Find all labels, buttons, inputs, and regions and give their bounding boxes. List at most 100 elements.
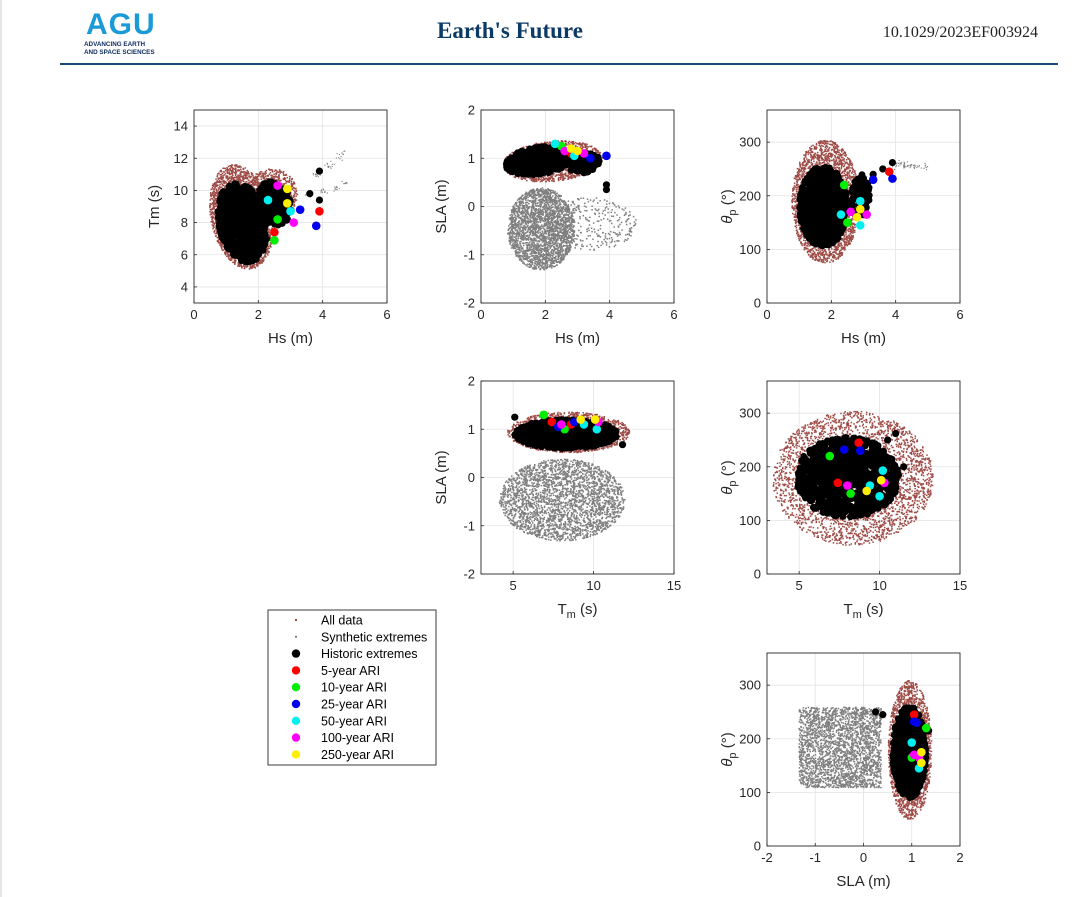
ari-points — [907, 710, 931, 773]
ari-point-5yr — [547, 417, 557, 427]
ari-point-10yr — [273, 215, 282, 224]
historic-extreme-point — [879, 711, 887, 719]
y-axis-label: θp (°) — [719, 189, 739, 223]
point-clouds — [791, 139, 929, 264]
panel-tm_theta: 5 10 15 0 100 200 300 Tm (s) θp (°) — [719, 380, 967, 621]
historic-extremes-cloud — [214, 180, 271, 266]
synthetic-extremes-cloud — [798, 706, 882, 789]
y-tick-label: 200 — [739, 459, 761, 474]
ari-point-50yr — [907, 738, 917, 747]
legend-entry-label: 25-year ARI — [321, 698, 387, 712]
y-tick-label: 300 — [739, 135, 761, 150]
ari-point-250yr — [573, 146, 582, 156]
ari-point-50yr — [855, 196, 865, 206]
ari-point-10yr — [270, 235, 279, 245]
y-tick-label: 100 — [739, 785, 761, 800]
x-axis-label: Hs (m) — [841, 330, 886, 347]
doi-label[interactable]: 10.1029/2023EF003924 — [883, 24, 1038, 42]
panel-hs_sla: 0 2 4 6 -2 -1 0 1 2 Hs (m) SLA (m) — [433, 103, 678, 348]
x-tick-label: 4 — [319, 307, 326, 322]
x-tick-label: 15 — [953, 578, 967, 593]
historic-extreme-point — [511, 413, 519, 421]
y-axis-label: SLA (m) — [433, 450, 450, 504]
historic-extreme-point — [879, 165, 887, 173]
agu-tagline-line2: AND SPACE SCIENCES — [84, 49, 164, 57]
y-tick-label: 6 — [181, 247, 188, 262]
y-axis-label: SLA (m) — [433, 179, 450, 233]
ari-point-25yr — [909, 717, 919, 726]
synthetic-extremes-cloud — [545, 197, 637, 251]
x-tick-label: 6 — [670, 307, 677, 322]
ari-point-10yr — [846, 489, 855, 498]
ari-points — [550, 139, 611, 163]
historic-extremes-cloud — [503, 143, 576, 179]
ari-point-25yr — [855, 446, 865, 455]
x-tick-label: 5 — [796, 578, 803, 593]
y-tick-label: 200 — [739, 188, 761, 203]
x-tick-label: 2 — [542, 307, 549, 322]
historic-extreme-point — [618, 441, 627, 449]
legend-marker — [291, 666, 301, 675]
historic-extreme-point — [612, 432, 620, 441]
ari-point-10yr — [539, 410, 549, 420]
agu-tagline-line1: ADVANCING EARTH — [84, 41, 164, 49]
ari-point-25yr — [888, 174, 897, 183]
x-axis-label: Hs (m) — [268, 330, 313, 347]
ari-point-50yr — [550, 139, 560, 149]
ari-point-50yr — [263, 195, 273, 205]
y-axis-label: Tm (s) — [146, 185, 163, 228]
historic-extreme-point — [884, 436, 892, 444]
ari-point-5yr — [909, 710, 919, 719]
historic-extreme-point — [900, 463, 908, 471]
ari-point-250yr — [852, 212, 862, 222]
ari-point-50yr — [875, 491, 884, 501]
x-tick-label: 10 — [586, 578, 600, 593]
y-tick-label: 1 — [468, 422, 475, 437]
y-tick-label: -2 — [463, 567, 475, 582]
agu-logo-mark: AGU — [86, 10, 162, 40]
x-tick-label: 15 — [667, 578, 681, 593]
ari-point-250yr — [855, 204, 865, 214]
x-tick-label: 0 — [860, 850, 867, 865]
ari-point-5yr — [833, 478, 843, 488]
ari-point-50yr — [878, 466, 888, 475]
ari-point-50yr — [855, 220, 865, 230]
ari-point-100yr — [273, 181, 282, 190]
y-tick-label: 100 — [739, 513, 761, 528]
y-tick-label: 2 — [468, 374, 475, 389]
ari-point-5yr — [270, 227, 279, 237]
x-tick-label: -1 — [809, 850, 821, 865]
synthetic-extremes-cloud — [506, 187, 576, 271]
y-tick-label: -2 — [463, 296, 475, 311]
legend-entry-label: Synthetic extremes — [321, 630, 427, 644]
y-tick-label: 1 — [468, 151, 475, 166]
y-tick-label: 14 — [174, 119, 188, 134]
synthetic-extremes-trail — [891, 160, 929, 171]
y-axis-label: θp (°) — [719, 732, 739, 766]
legend-marker — [291, 716, 301, 725]
synthetic-extremes-cloud — [498, 458, 626, 542]
journal-title[interactable]: Earth's Future — [380, 18, 640, 44]
y-tick-label: 0 — [754, 839, 761, 854]
point-clouds — [502, 140, 637, 271]
x-tick-label: 0 — [763, 307, 770, 322]
ari-point-250yr — [282, 198, 292, 208]
y-tick-label: -1 — [463, 518, 475, 533]
x-tick-label: -2 — [761, 850, 773, 865]
panel-tm_sla: 5 10 15 -2 -1 0 1 2 Tm (s) SLA (m) — [433, 374, 681, 622]
legend-marker — [295, 619, 297, 621]
historic-extremes-cloud — [796, 163, 851, 250]
y-tick-label: 8 — [181, 215, 188, 230]
ari-point-250yr — [282, 184, 292, 194]
agu-logo-tagline: ADVANCING EARTH AND SPACE SCIENCES — [84, 41, 164, 56]
ari-points — [836, 167, 897, 230]
ari-point-25yr — [295, 205, 305, 215]
ari-point-250yr — [917, 747, 926, 757]
agu-logo[interactable]: AGU ADVANCING EARTH AND SPACE SCIENCES — [84, 10, 164, 60]
y-tick-label: 4 — [181, 279, 188, 294]
y-axis-label: θp (°) — [719, 460, 739, 494]
y-tick-label: 0 — [468, 470, 475, 485]
legend-marker — [291, 750, 301, 759]
ari-point-100yr — [862, 210, 872, 219]
